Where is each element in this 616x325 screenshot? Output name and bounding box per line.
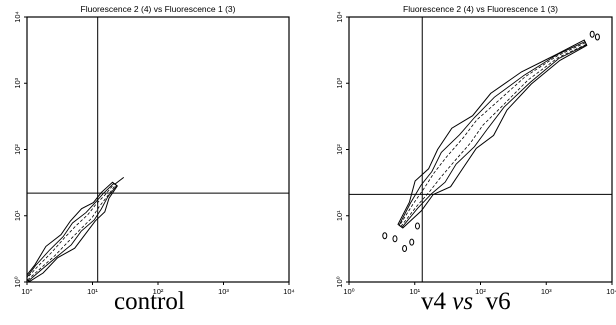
x-tick-label: 10⁰ — [343, 287, 354, 296]
caption-sample-b: v6 — [485, 288, 511, 315]
contour-inner — [398, 42, 587, 228]
y-tick-label: 10³ — [13, 77, 22, 88]
panel-1: Fluorescence 2 (4) vs Fluorescence 1 (3)… — [13, 4, 295, 296]
y-tick-label: 10⁰ — [13, 276, 22, 287]
contour-middle — [398, 41, 588, 228]
x-tick-label: 10¹ — [409, 287, 420, 296]
y-tick-label: 10¹ — [335, 210, 344, 221]
contour-outer — [397, 39, 588, 229]
outlier-contour — [409, 238, 415, 246]
plot-frame — [26, 16, 290, 283]
outlier-contour — [382, 232, 388, 240]
outlier-contour — [402, 245, 408, 253]
caption-comparison: v4 vs v6 — [421, 289, 511, 314]
contour-outer — [27, 181, 118, 282]
plot-frame — [348, 16, 613, 283]
x-tick-label: 10° — [21, 287, 32, 296]
x-tick-label: 10³ — [218, 287, 229, 296]
y-tick-label: 10¹ — [13, 210, 22, 221]
contour-tail — [114, 176, 125, 185]
x-tick-label: 10⁴ — [606, 287, 616, 296]
x-tick-label: 10³ — [541, 287, 552, 296]
panel-2: Fluorescence 2 (4) vs Fluorescence 1 (3)… — [335, 4, 616, 296]
x-tick-label: 10⁴ — [283, 287, 295, 296]
outlier-contour — [392, 235, 398, 243]
contour-group — [382, 30, 600, 253]
outlier-contour — [589, 30, 595, 38]
caption-control: control — [114, 288, 185, 315]
contour-group — [27, 176, 125, 282]
contour-middle — [27, 182, 118, 282]
x-tick-label: 10² — [153, 287, 164, 296]
caption-sample-a: v4 — [421, 288, 446, 315]
panel-title: Fluorescence 2 (4) vs Fluorescence 1 (3) — [81, 4, 236, 14]
y-tick-label: 10² — [335, 144, 344, 155]
contour-inner — [27, 183, 117, 281]
y-tick-label: 10⁴ — [335, 11, 344, 23]
y-tick-label: 10⁰ — [335, 276, 344, 287]
x-tick-label: 10² — [475, 287, 486, 296]
outlier-contour — [414, 222, 420, 230]
y-tick-label: 10⁴ — [13, 11, 22, 23]
x-tick-label: 10¹ — [87, 287, 98, 296]
y-tick-label: 10³ — [335, 77, 344, 88]
caption-vs: vs — [452, 288, 474, 315]
outlier-contour — [594, 33, 600, 41]
y-tick-label: 10² — [13, 144, 22, 155]
panel-title: Fluorescence 2 (4) vs Fluorescence 1 (3) — [403, 4, 558, 14]
